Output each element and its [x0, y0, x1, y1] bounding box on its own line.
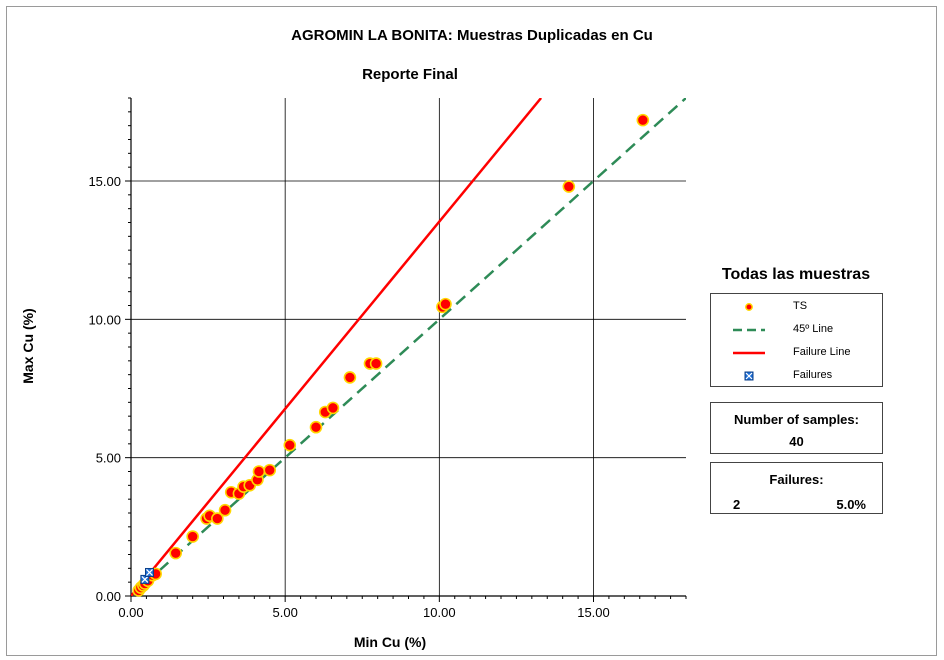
failures-count: 2	[733, 497, 741, 512]
ts-data-point	[218, 503, 232, 517]
ts-data-point	[263, 463, 277, 477]
dashed-line-icon	[733, 328, 765, 332]
legend-item-45-line: 45º Line	[711, 320, 882, 340]
y-tick-label: 15.00	[88, 174, 121, 189]
y-axis-label: Max Cu (%)	[20, 308, 36, 384]
legend-item-failure-line: Failure Line	[711, 343, 882, 363]
solid-line-icon	[733, 351, 765, 355]
x-axis-label: Min Cu (%)	[353, 634, 427, 650]
ts-data-point	[369, 357, 383, 370]
failures-label: Failures:	[769, 472, 824, 487]
legend-item-failures: Failures	[711, 366, 882, 386]
x-tick-label: 5.00	[273, 605, 298, 620]
legend-label: 45º Line	[793, 323, 834, 335]
samples-value: 40	[789, 434, 804, 449]
y-tick-label: 0.00	[96, 589, 121, 604]
ts-data-point	[343, 371, 357, 384]
legend-label: Failures	[793, 369, 833, 381]
ts-data-point	[283, 438, 297, 452]
chart-title: AGROMIN LA BONITA: Muestras Duplicadas e…	[291, 27, 653, 44]
legend-title: Todas las muestras	[721, 266, 871, 283]
failures-percent: 5.0%	[836, 497, 866, 512]
ts-data-point	[211, 512, 224, 525]
samples-label: Number of samples:	[734, 412, 859, 427]
failure-line	[131, 98, 543, 596]
ts-data-point	[636, 113, 650, 127]
failure-marker-icon	[744, 371, 754, 381]
chart-frame	[6, 6, 937, 656]
ts-data-point	[326, 401, 340, 415]
ts-data-point	[439, 297, 452, 311]
samples-box: Number of samples: 40	[710, 402, 883, 454]
legend: TS 45º Line Failure Line Failures	[710, 293, 883, 387]
failures-box: Failures: 2 5.0%	[710, 462, 883, 514]
failure-point-cross	[141, 575, 149, 583]
failure-point-cross	[146, 569, 153, 576]
x-tick-label: 10.00	[423, 605, 456, 620]
legend-item-ts: TS	[711, 297, 882, 317]
chart-subtitle: Reporte Final	[362, 66, 458, 83]
ts-data-point	[562, 180, 576, 193]
x-tick-label: 15.00	[577, 605, 610, 620]
ts-data-point	[309, 420, 323, 434]
legend-label: TS	[793, 300, 808, 312]
ts-data-point	[252, 465, 266, 478]
y-tick-label: 10.00	[88, 312, 121, 327]
ts-data-point	[186, 530, 199, 543]
ts-data-point	[169, 546, 183, 560]
ts-marker-icon	[745, 303, 753, 311]
legend-label: Failure Line	[793, 346, 851, 358]
y-tick-label: 5.00	[96, 451, 121, 466]
x-tick-label: 0.00	[118, 605, 143, 620]
